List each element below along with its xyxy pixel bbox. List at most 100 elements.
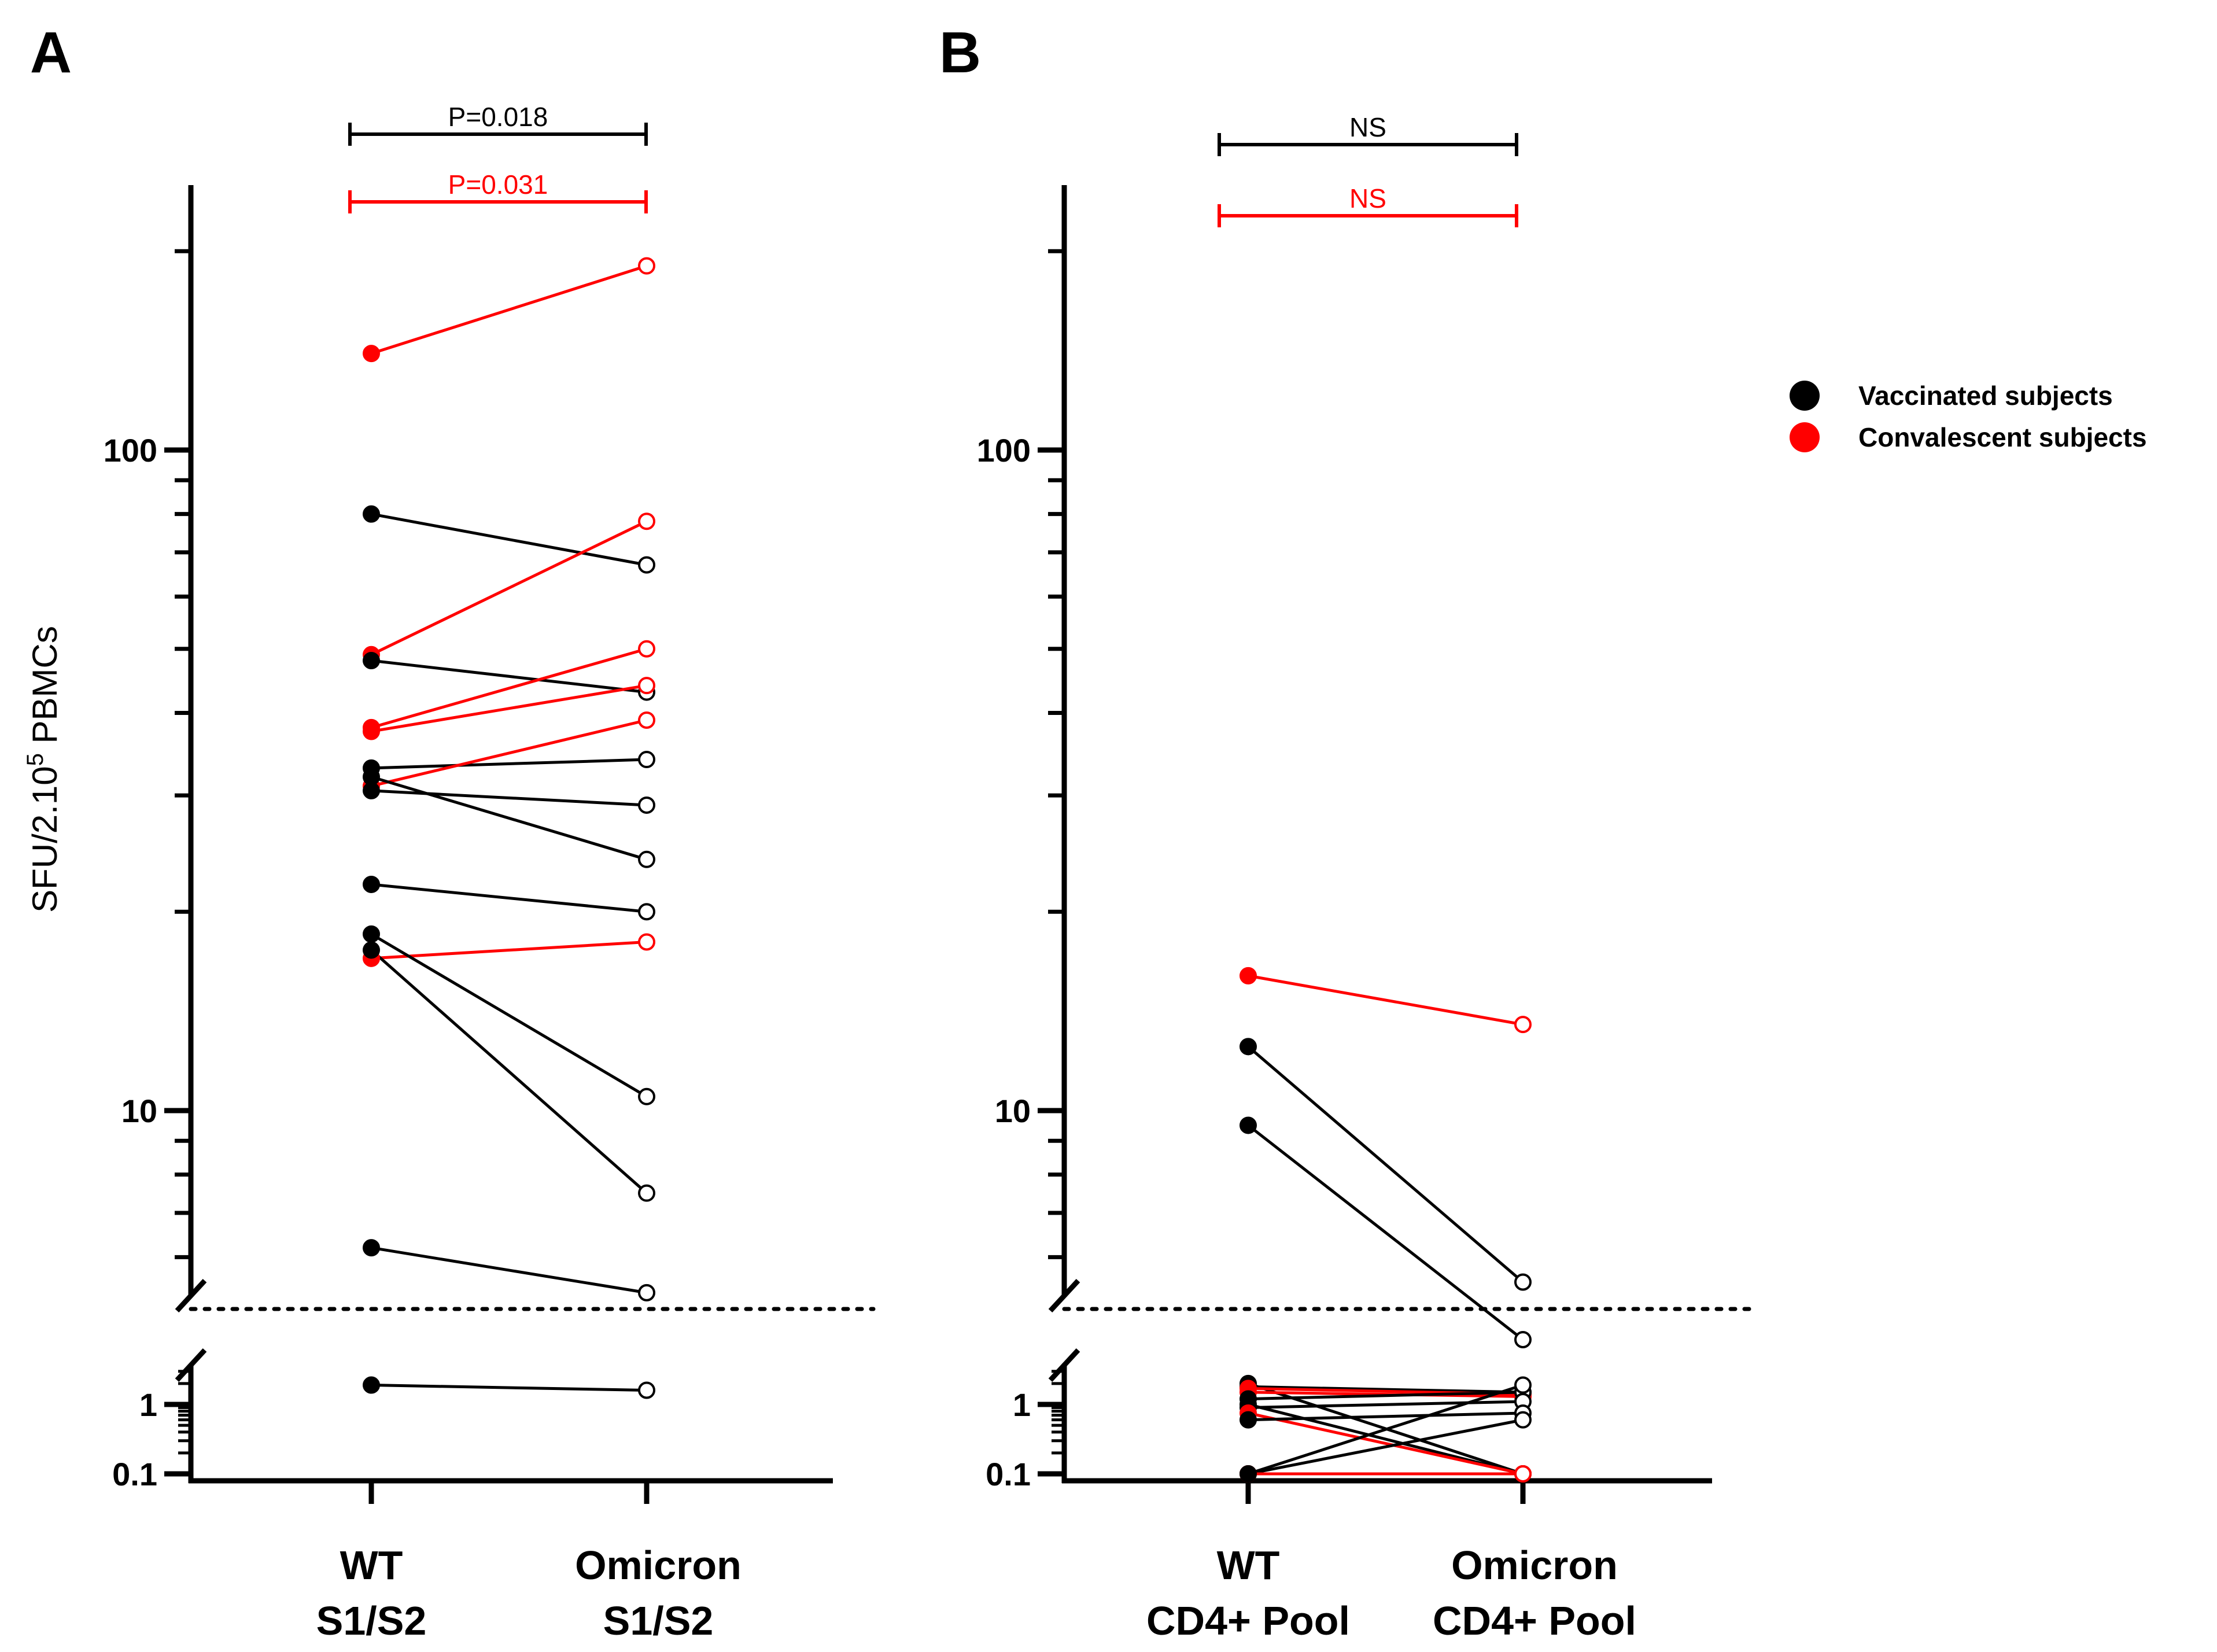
x-category-label: WT <box>340 1543 403 1588</box>
data-points <box>363 257 655 1399</box>
panel-letter: B <box>939 20 981 85</box>
pair-line <box>371 758 647 770</box>
pair-line <box>1248 1384 1524 1476</box>
x-category-label: CD4+ Pool <box>1146 1598 1350 1643</box>
pair-line <box>371 775 647 861</box>
pair-line <box>1247 1124 1524 1341</box>
significance-label: NS <box>1349 112 1386 142</box>
point-omicron <box>638 1184 655 1202</box>
point-wt <box>363 925 380 943</box>
point-omicron <box>1514 1273 1532 1291</box>
point-wt <box>363 652 380 670</box>
point-omicron <box>638 257 655 275</box>
point-wt <box>1240 1116 1257 1134</box>
panel-letter: A <box>30 20 72 85</box>
pair-line <box>370 949 648 1194</box>
point-wt <box>1240 1038 1257 1056</box>
significance-label: NS <box>1349 183 1386 213</box>
point-wt <box>363 941 380 959</box>
point-omicron <box>638 796 655 814</box>
point-wt <box>363 875 380 893</box>
data-points <box>1240 967 1532 1483</box>
pair-line <box>370 932 648 1098</box>
point-wt <box>1240 1411 1257 1429</box>
point-omicron <box>638 933 655 951</box>
y-tick-label: 100 <box>977 432 1031 469</box>
legend-marker <box>1790 422 1820 452</box>
y-axis-label-base: SFU/2.10 <box>25 766 64 912</box>
x-category-label: WT <box>1217 1543 1280 1588</box>
pair-line <box>371 1246 647 1295</box>
pair-lines <box>1247 974 1524 1476</box>
point-omicron <box>1514 1331 1532 1349</box>
point-omicron <box>638 556 655 574</box>
axis-break-mark <box>175 1278 207 1313</box>
point-omicron <box>1514 1411 1532 1429</box>
point-wt <box>363 345 380 363</box>
y-tick-label: 1 <box>1013 1387 1031 1423</box>
pair-line <box>371 684 647 733</box>
point-wt <box>363 768 380 786</box>
pair-line <box>1248 1411 1524 1422</box>
axis-break-mark <box>1048 1348 1080 1382</box>
y-tick-label: 0.1 <box>986 1456 1031 1492</box>
x-category-label: Omicron <box>575 1543 742 1588</box>
point-omicron <box>638 850 655 868</box>
y-axis-label-exponent: 5 <box>23 753 48 766</box>
pair-line <box>371 264 647 355</box>
point-wt <box>363 1239 380 1257</box>
point-wt <box>363 722 380 740</box>
x-category-label: CD4+ Pool <box>1433 1598 1636 1643</box>
pair-line <box>371 940 647 960</box>
legend-label: Vaccinated subjects <box>1858 381 2113 411</box>
x-category-label: S1/S2 <box>316 1598 427 1643</box>
pair-line <box>371 512 647 567</box>
pair-line <box>371 718 647 788</box>
pair-lines <box>370 264 648 1392</box>
y-axis-label: SFU/2.105 PBMCs <box>23 626 64 913</box>
y-tick-label: 0.1 <box>112 1456 157 1492</box>
point-omicron <box>638 640 655 658</box>
point-omicron <box>638 512 655 530</box>
pair-line <box>1248 1400 1524 1409</box>
pair-line <box>371 647 647 729</box>
axis-break-mark <box>1048 1278 1080 1313</box>
y-axis-label-tail: PBMCs <box>25 626 64 753</box>
legend-marker <box>1790 381 1820 411</box>
pair-line <box>1248 974 1524 1026</box>
point-omicron <box>638 751 655 769</box>
point-wt <box>363 1376 380 1394</box>
point-omicron <box>1514 1465 1532 1483</box>
y-axis-label-text: SFU/2.105 PBMCs <box>23 626 64 913</box>
point-omicron <box>1514 1376 1532 1394</box>
pair-line <box>1248 1411 1524 1476</box>
point-omicron <box>638 1381 655 1399</box>
significance-label: P=0.018 <box>448 102 548 132</box>
legend-label: Convalescent subjects <box>1858 422 2147 452</box>
y-tick-label: 100 <box>104 432 157 469</box>
point-omicron <box>1514 1016 1532 1034</box>
axis-break-mark <box>175 1348 207 1382</box>
significance-label: P=0.031 <box>448 169 548 200</box>
pair-line <box>1248 1391 1524 1400</box>
point-wt <box>1240 1465 1257 1483</box>
y-tick-label: 10 <box>121 1093 157 1129</box>
panel-a: A 0.1 1 10 100 WT S1/S2 Omicron S1/S2 P=0.018 P=0.… <box>30 20 876 1643</box>
x-category-label: Omicron <box>1451 1543 1618 1588</box>
point-omicron <box>638 1284 655 1301</box>
y-tick-label: 1 <box>139 1387 157 1423</box>
pair-line <box>371 789 647 807</box>
point-omicron <box>638 677 655 695</box>
panel-b: B 0.1 1 10 100 WT CD4+ Pool Omicron CD4+ Pool NS N… <box>939 20 1755 1643</box>
point-wt <box>363 505 380 523</box>
pair-line <box>1248 1385 1524 1394</box>
pair-line <box>1248 1418 1524 1476</box>
point-omicron <box>638 711 655 729</box>
pair-line <box>371 1384 647 1392</box>
x-category-label: S1/S2 <box>603 1598 714 1643</box>
pair-line <box>1247 1045 1524 1284</box>
pair-line <box>371 883 647 913</box>
y-tick-label: 10 <box>995 1093 1031 1129</box>
pair-line <box>371 659 647 694</box>
